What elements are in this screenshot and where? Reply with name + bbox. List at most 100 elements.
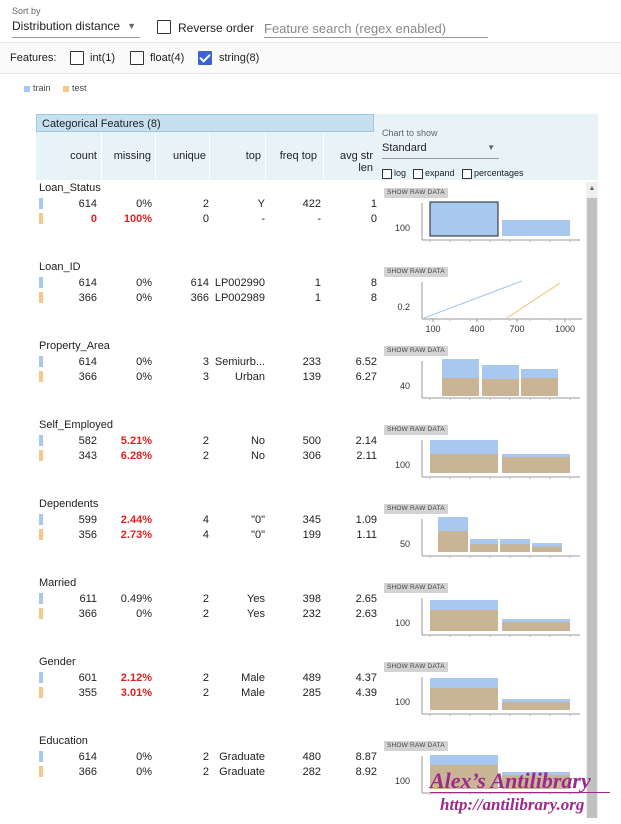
cell-avg: 4.39 xyxy=(355,687,377,699)
show-raw-data-button[interactable]: SHOW RAW DATA xyxy=(384,267,448,277)
cell-avg: 2.65 xyxy=(355,593,377,605)
show-raw-data-button[interactable]: SHOW RAW DATA xyxy=(384,662,448,672)
cell-freq: 345 xyxy=(302,514,321,526)
cell-missing: 0% xyxy=(136,751,152,763)
show-raw-data-button[interactable]: SHOW RAW DATA xyxy=(384,188,448,198)
cell-count: 0 xyxy=(90,213,97,225)
cell-avg: 1.09 xyxy=(355,514,377,526)
cell-avg: 1.11 xyxy=(356,529,377,541)
cell-freq: 1 xyxy=(314,292,321,304)
features-label: Features: xyxy=(10,52,57,64)
cell-avg: 0 xyxy=(370,213,377,225)
reverse-order-label: Reverse order xyxy=(178,21,255,35)
filter-string-checkbox[interactable] xyxy=(198,51,212,65)
cell-count: 611 xyxy=(79,593,97,605)
show-raw-data-button[interactable]: SHOW RAW DATA xyxy=(384,425,448,435)
cell-freq: 233 xyxy=(302,356,321,368)
cell-unique: 2 xyxy=(202,687,209,699)
column-header-freq-top[interactable]: freq top xyxy=(279,150,317,162)
cell-missing: 0% xyxy=(136,766,152,778)
feature-name: Self_Employed xyxy=(39,419,113,431)
cell-avg: 6.52 xyxy=(355,356,377,368)
x-tick-label: 700 xyxy=(509,324,524,334)
cell-avg: 8 xyxy=(370,277,377,289)
chevron-down-icon: ▼ xyxy=(127,21,136,31)
percentages-checkbox[interactable] xyxy=(462,169,472,179)
cell-top: No xyxy=(250,435,265,447)
show-raw-data-button[interactable]: SHOW RAW DATA xyxy=(384,504,448,514)
chart-to-show-value: Standard xyxy=(382,142,427,154)
bar-test xyxy=(502,775,570,789)
cell-unique: 2 xyxy=(202,751,209,763)
column-divider xyxy=(323,132,324,180)
filter-int-checkbox[interactable] xyxy=(70,51,84,65)
train-indicator xyxy=(39,356,43,367)
features-filter-bar: Features: int(1) float(4) string(8) xyxy=(0,42,621,74)
legend-train-label: train xyxy=(33,83,51,93)
x-tick-label: 400 xyxy=(469,324,484,334)
cell-freq: 489 xyxy=(302,672,321,684)
sort-by-value: Distribution distance xyxy=(12,19,121,33)
train-indicator xyxy=(39,593,43,604)
log-checkbox[interactable] xyxy=(382,169,392,179)
watermark-url: http://antilibrary.org xyxy=(440,795,585,814)
cell-unique: 2 xyxy=(202,450,209,462)
bar-test xyxy=(430,610,498,631)
cell-freq: 1 xyxy=(314,277,321,289)
top-bar: Sort by Distribution distance ▼ Reverse … xyxy=(0,0,621,42)
expand-checkbox[interactable] xyxy=(413,169,423,179)
cell-top: "0" xyxy=(251,529,265,541)
feature-name: Dependents xyxy=(39,498,99,510)
column-divider xyxy=(101,132,102,180)
chart-to-show-select[interactable]: Standard ▼ xyxy=(382,142,499,159)
cell-top: Urban xyxy=(235,371,265,383)
cell-unique: 366 xyxy=(190,292,209,304)
column-header-count[interactable]: count xyxy=(70,150,97,162)
y-axis-label: 100 xyxy=(395,697,410,707)
show-raw-data-button[interactable]: SHOW RAW DATA xyxy=(384,583,448,593)
reverse-order-checkbox[interactable] xyxy=(157,20,171,34)
show-raw-data-button[interactable]: SHOW RAW DATA xyxy=(384,346,448,356)
column-divider xyxy=(265,132,266,180)
y-axis-label: 0.2 xyxy=(397,302,410,312)
column-header-avg-str-len[interactable]: avg str len xyxy=(339,150,373,174)
cell-top: Male xyxy=(241,672,265,684)
train-indicator xyxy=(39,198,43,209)
cell-top: Graduate xyxy=(219,766,265,778)
percentages-label: percentages xyxy=(474,168,524,178)
scroll-up-arrow-icon[interactable]: ▲ xyxy=(588,185,596,192)
cell-missing: 3.01% xyxy=(120,687,152,699)
table-title: Categorical Features (8) xyxy=(36,114,374,132)
chart-to-show-label: Chart to show xyxy=(382,128,438,138)
cell-count: 614 xyxy=(78,198,97,210)
column-header-top[interactable]: top xyxy=(245,150,261,162)
cell-count: 614 xyxy=(78,277,97,289)
cell-top: Yes xyxy=(247,608,265,620)
column-header-missing[interactable]: missing xyxy=(113,150,151,162)
column-header-unique[interactable]: unique xyxy=(172,150,206,162)
show-raw-data-button[interactable]: SHOW RAW DATA xyxy=(384,741,448,751)
cell-count: 614 xyxy=(78,751,97,763)
filter-float-checkbox[interactable] xyxy=(130,51,144,65)
y-axis-label: 40 xyxy=(400,381,410,391)
cell-missing: 0.49% xyxy=(120,593,152,605)
cell-missing: 100% xyxy=(123,213,152,225)
cell-freq: 480 xyxy=(302,751,321,763)
cell-freq: 282 xyxy=(302,766,321,778)
y-axis-label: 100 xyxy=(395,223,410,233)
cell-count: 356 xyxy=(78,529,97,541)
cell-avg: 2.63 xyxy=(355,608,377,620)
feature-distribution-chart: 100 xyxy=(395,598,580,637)
sort-by-select[interactable]: Distribution distance ▼ xyxy=(12,19,140,38)
scrollbar-thumb[interactable] xyxy=(587,198,597,818)
cell-avg: 2.14 xyxy=(355,435,377,447)
cell-count: 582 xyxy=(78,435,97,447)
bar-test xyxy=(502,702,570,710)
cell-unique: 2 xyxy=(202,198,209,210)
cell-unique: 2 xyxy=(202,593,209,605)
cell-avg: 8.87 xyxy=(355,751,377,763)
cell-avg: 1 xyxy=(370,198,377,210)
cell-freq: 232 xyxy=(302,608,321,620)
feature-search-input[interactable] xyxy=(264,19,488,38)
feature-name: Education xyxy=(39,735,88,747)
